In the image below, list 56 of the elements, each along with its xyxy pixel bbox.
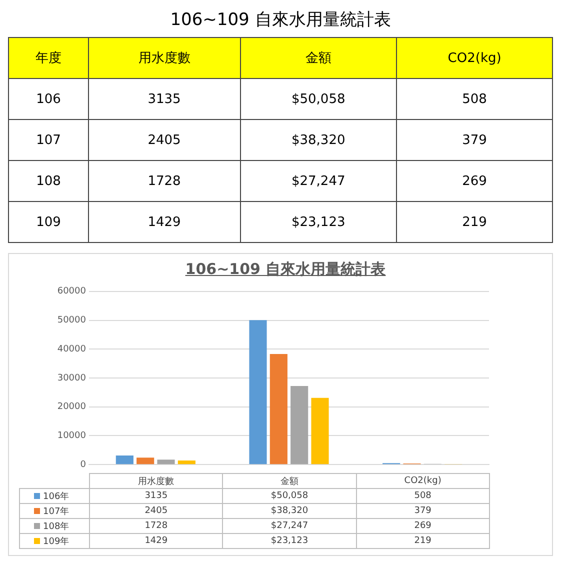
x-tick-label: CO2(kg) (356, 474, 490, 488)
text: 508 (414, 491, 432, 501)
bar (116, 456, 134, 464)
text: $38,320 (270, 506, 308, 516)
bar (290, 386, 308, 464)
data-label: 219 (396, 202, 552, 242)
chart-title: 106~109 自來水用量統計表 (184, 260, 387, 279)
legend-label: 108年 (43, 522, 70, 532)
text: 年度 (8, 38, 88, 78)
data-label: 379 (396, 120, 552, 160)
text: $50,058 (270, 491, 308, 501)
bar (311, 398, 329, 464)
data-label: 2405 (88, 120, 240, 160)
data-label: $50,058 (240, 78, 397, 120)
category-label: 用水度數 (138, 51, 190, 66)
y-tick-label: 40000 (57, 344, 86, 354)
data-label: $38,320 (240, 120, 397, 160)
data-label: 1429 (88, 202, 240, 242)
text: $27,247 (270, 521, 308, 531)
y-tick-label: 20000 (57, 402, 86, 412)
y-tick-label: 50000 (57, 316, 86, 326)
y-tick-label: 10000 (57, 431, 86, 442)
y-tick-label: 60000 (57, 286, 86, 297)
y-tick-label: 30000 (57, 373, 86, 384)
text: 107 (8, 120, 88, 160)
legend-label: 106年 (43, 492, 70, 502)
category-label: 金額 (305, 51, 332, 66)
text: 2405 (144, 506, 168, 516)
data-label: 269 (396, 160, 552, 202)
text: 3135 (144, 491, 168, 501)
chart-title: 106~109 自來水用量統計表 (170, 10, 391, 30)
y-tick-label: 0 (80, 460, 86, 470)
text: 1429 (144, 536, 168, 546)
text: 106 (8, 78, 88, 120)
text: $23,123 (270, 536, 308, 546)
text: 1728 (144, 521, 168, 531)
bar (178, 460, 196, 464)
data-label: 1728 (88, 160, 240, 202)
legend-label: 107年 (43, 506, 70, 516)
data-label: $23,123 (240, 202, 397, 242)
text: 269 (414, 521, 432, 531)
data-label: $27,247 (240, 160, 397, 202)
x-tick-label: 金額 (222, 474, 356, 488)
legend-label: 109年 (43, 536, 70, 546)
bar (249, 320, 267, 464)
data-label: 508 (396, 78, 552, 120)
text: 219 (414, 536, 432, 546)
data-label: 3135 (88, 78, 240, 120)
text: 108 (8, 160, 88, 202)
bar (157, 460, 175, 464)
x-tick-label: 用水度數 (90, 474, 223, 488)
bar (136, 458, 154, 464)
category-label: CO2(kg) (448, 50, 502, 66)
bar (270, 354, 288, 464)
text: 109 (8, 202, 88, 242)
text: 379 (414, 506, 432, 516)
